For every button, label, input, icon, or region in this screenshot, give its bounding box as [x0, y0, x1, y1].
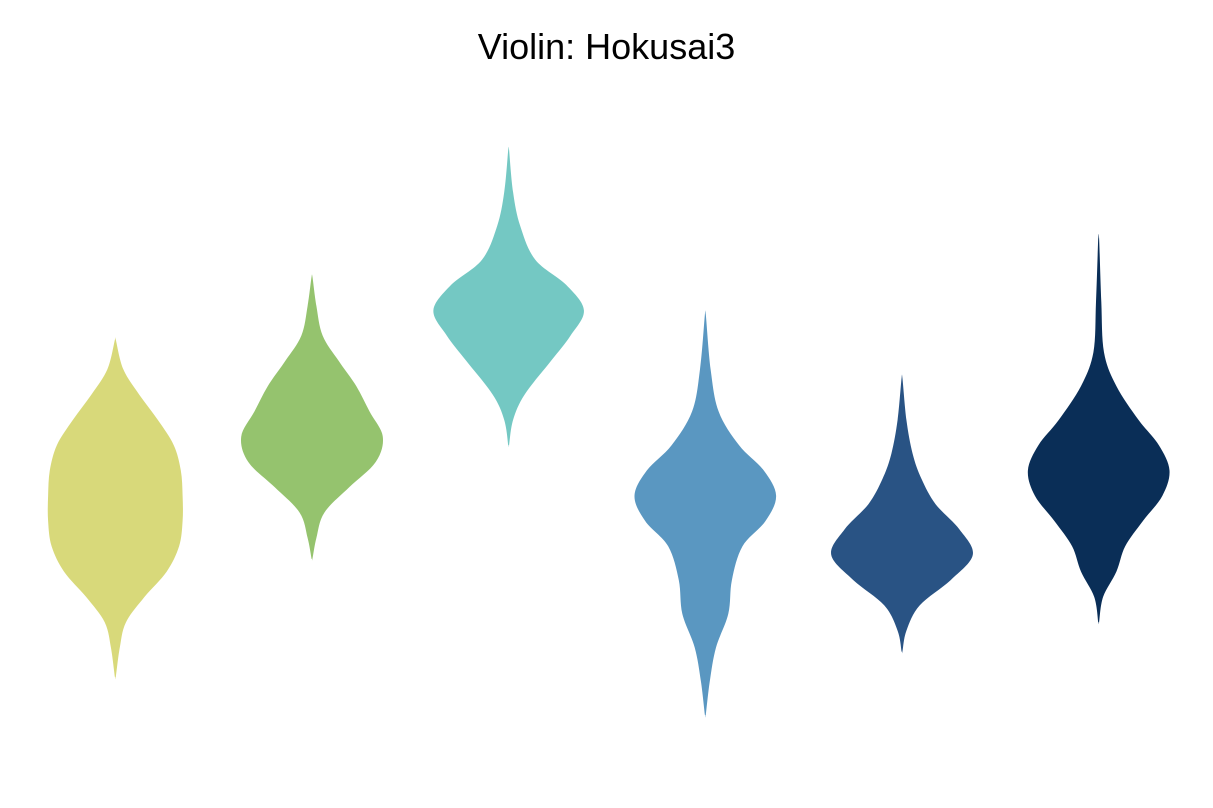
chart-title: Violin: Hokusai3: [477, 26, 736, 67]
violin-2: [240, 274, 384, 561]
violin-5: [831, 374, 973, 654]
violin-4: [634, 310, 777, 718]
violin-1: [47, 337, 183, 680]
violin-6: [1027, 233, 1170, 625]
violin-3: [433, 146, 584, 448]
